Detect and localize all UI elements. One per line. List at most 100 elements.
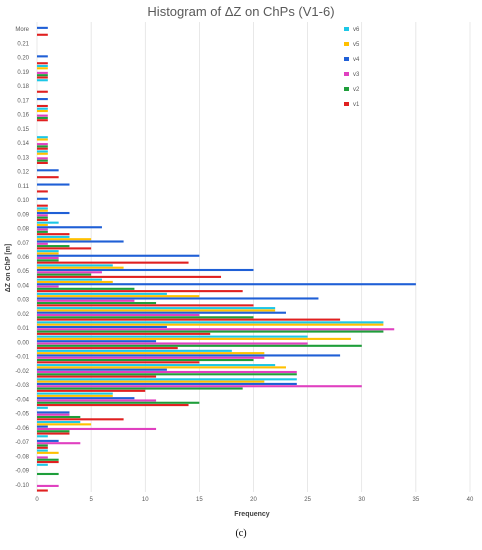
x-tick-label: 0 (35, 497, 39, 503)
bar-v5-0.03 (37, 295, 200, 298)
bar-v5--0.03 (37, 380, 265, 383)
bar-v2--0.02 (37, 373, 297, 376)
y-tick-label: 0.01 (17, 326, 29, 332)
bar-v5-0.07 (37, 238, 92, 241)
bar-v3-0.01 (37, 328, 395, 331)
bar-v4-0.12 (37, 169, 59, 172)
y-tick-label: -0.04 (15, 397, 29, 403)
bar-v4-0.11 (37, 183, 70, 186)
y-tick-label: -0.09 (15, 469, 29, 475)
bar-v4-0.20 (37, 55, 48, 58)
y-tick-label: 0.05 (17, 269, 29, 275)
y-tick-labels: More 0.21 0.20 0.19 0.18 0.17 0.16 0.15 0.14 0.13… (15, 27, 29, 489)
bar-v4--0.05 (37, 411, 70, 414)
legend-label-v4: v4 (353, 57, 360, 63)
bar-v1-0.11 (37, 190, 48, 193)
bar-v3--0.06 (37, 427, 157, 431)
bar-v2-0.04 (37, 287, 135, 290)
bar-v2-0.06 (37, 259, 59, 262)
bar-v6--0.03 (37, 378, 297, 381)
bar-v2-0.02 (37, 316, 254, 319)
bar-v6-0.04 (37, 278, 102, 281)
y-tick-label: 0.18 (17, 84, 29, 90)
bar-v6-0.19 (37, 64, 48, 68)
bar-v1-0.17 (37, 104, 48, 108)
y-tick-label: -0.10 (15, 483, 29, 489)
bar-v2-0.16 (37, 116, 48, 119)
bar-v4-0.08 (37, 226, 102, 229)
y-tick-label: 0.20 (17, 56, 29, 62)
bar-v5-0.09 (37, 209, 48, 212)
y-tick-label: 0.00 (17, 340, 29, 346)
bar-v1-0.20 (37, 62, 48, 65)
y-tick-label: 0.12 (17, 170, 29, 176)
bar-v4-0.04 (37, 283, 416, 286)
figure-caption: (c) (235, 528, 247, 539)
bar-v6--0.09 (37, 463, 48, 466)
bar-v6-0.09 (37, 207, 48, 210)
bar-v1-More (37, 33, 48, 36)
y-tick-label: -0.06 (15, 426, 29, 432)
bar-v2-0.05 (37, 273, 92, 276)
bar-v4-0.00 (37, 340, 157, 343)
y-tick-label: -0.02 (15, 369, 29, 375)
bar-v1-0.13 (37, 161, 48, 165)
y-tick-label: 0.17 (17, 98, 29, 104)
bar-v2-0.00 (37, 344, 362, 347)
bar-v2--0.03 (37, 387, 243, 390)
bar-v6--0.06 (37, 421, 81, 424)
bar-v1--0.03 (37, 389, 146, 392)
y-tick-label: 0.06 (17, 255, 29, 261)
y-tick-label: 0.08 (17, 227, 29, 233)
bar-v5-0.08 (37, 223, 48, 227)
y-tick-label: 0.19 (17, 70, 29, 76)
bar-v1-0.18 (37, 90, 48, 93)
bar-v1-0.10 (37, 204, 48, 207)
legend-label-v6: v6 (353, 27, 360, 33)
bar-v1-0.04 (37, 290, 243, 293)
bar-v1--0.01 (37, 361, 200, 364)
bar-v2--0.04 (37, 401, 200, 404)
bar-v3-0.07 (37, 242, 48, 245)
x-tick-label: 40 (467, 497, 474, 503)
bar-v1--0.08 (37, 460, 59, 464)
bar-v1-0.14 (37, 147, 48, 150)
bar-v6--0.01 (37, 349, 232, 352)
bar-v2-0.19 (37, 74, 48, 77)
grid-lines (36, 22, 471, 492)
y-tick-label: 0.11 (18, 184, 30, 190)
bar-v2-0.09 (37, 216, 48, 219)
y-tick-label: -0.01 (15, 355, 29, 361)
bar-v6-0.06 (37, 250, 59, 253)
bar-v3-0.00 (37, 342, 308, 345)
x-tick-label: 30 (358, 497, 365, 503)
bars (37, 26, 416, 492)
bar-v1--0.04 (37, 404, 189, 407)
legend-swatch-v2 (344, 87, 349, 91)
legend-swatch-v1 (344, 102, 349, 106)
bar-v5--0.04 (37, 394, 113, 397)
bar-v1-0.05 (37, 275, 222, 278)
x-tick-label: 15 (196, 497, 203, 503)
bar-v6-0.13 (37, 150, 48, 153)
bar-v6-0.01 (37, 321, 384, 324)
y-tick-label: 0.21 (17, 41, 29, 47)
bar-v6--0.04 (37, 392, 113, 395)
x-axis-label: Frequency (234, 511, 270, 518)
x-tick-label: 20 (250, 497, 257, 503)
bar-v3--0.04 (37, 399, 157, 402)
bar-v6--0.07 (37, 435, 48, 438)
y-tick-label: 0.03 (17, 298, 29, 304)
bar-v1-0.03 (37, 304, 254, 307)
bar-v4-0.06 (37, 254, 200, 257)
bar-v1-0.00 (37, 347, 178, 350)
x-tick-labels: 0 5 10 15 20 25 30 35 40 (35, 497, 474, 503)
bar-v4-More (37, 26, 48, 29)
bar-v1-0.07 (37, 247, 92, 250)
bar-v5-0.00 (37, 337, 351, 340)
bar-v5-0.14 (37, 138, 48, 141)
bar-v5-0.19 (37, 67, 48, 70)
bar-v3--0.03 (37, 385, 362, 388)
bar-v5-0.01 (37, 323, 384, 326)
